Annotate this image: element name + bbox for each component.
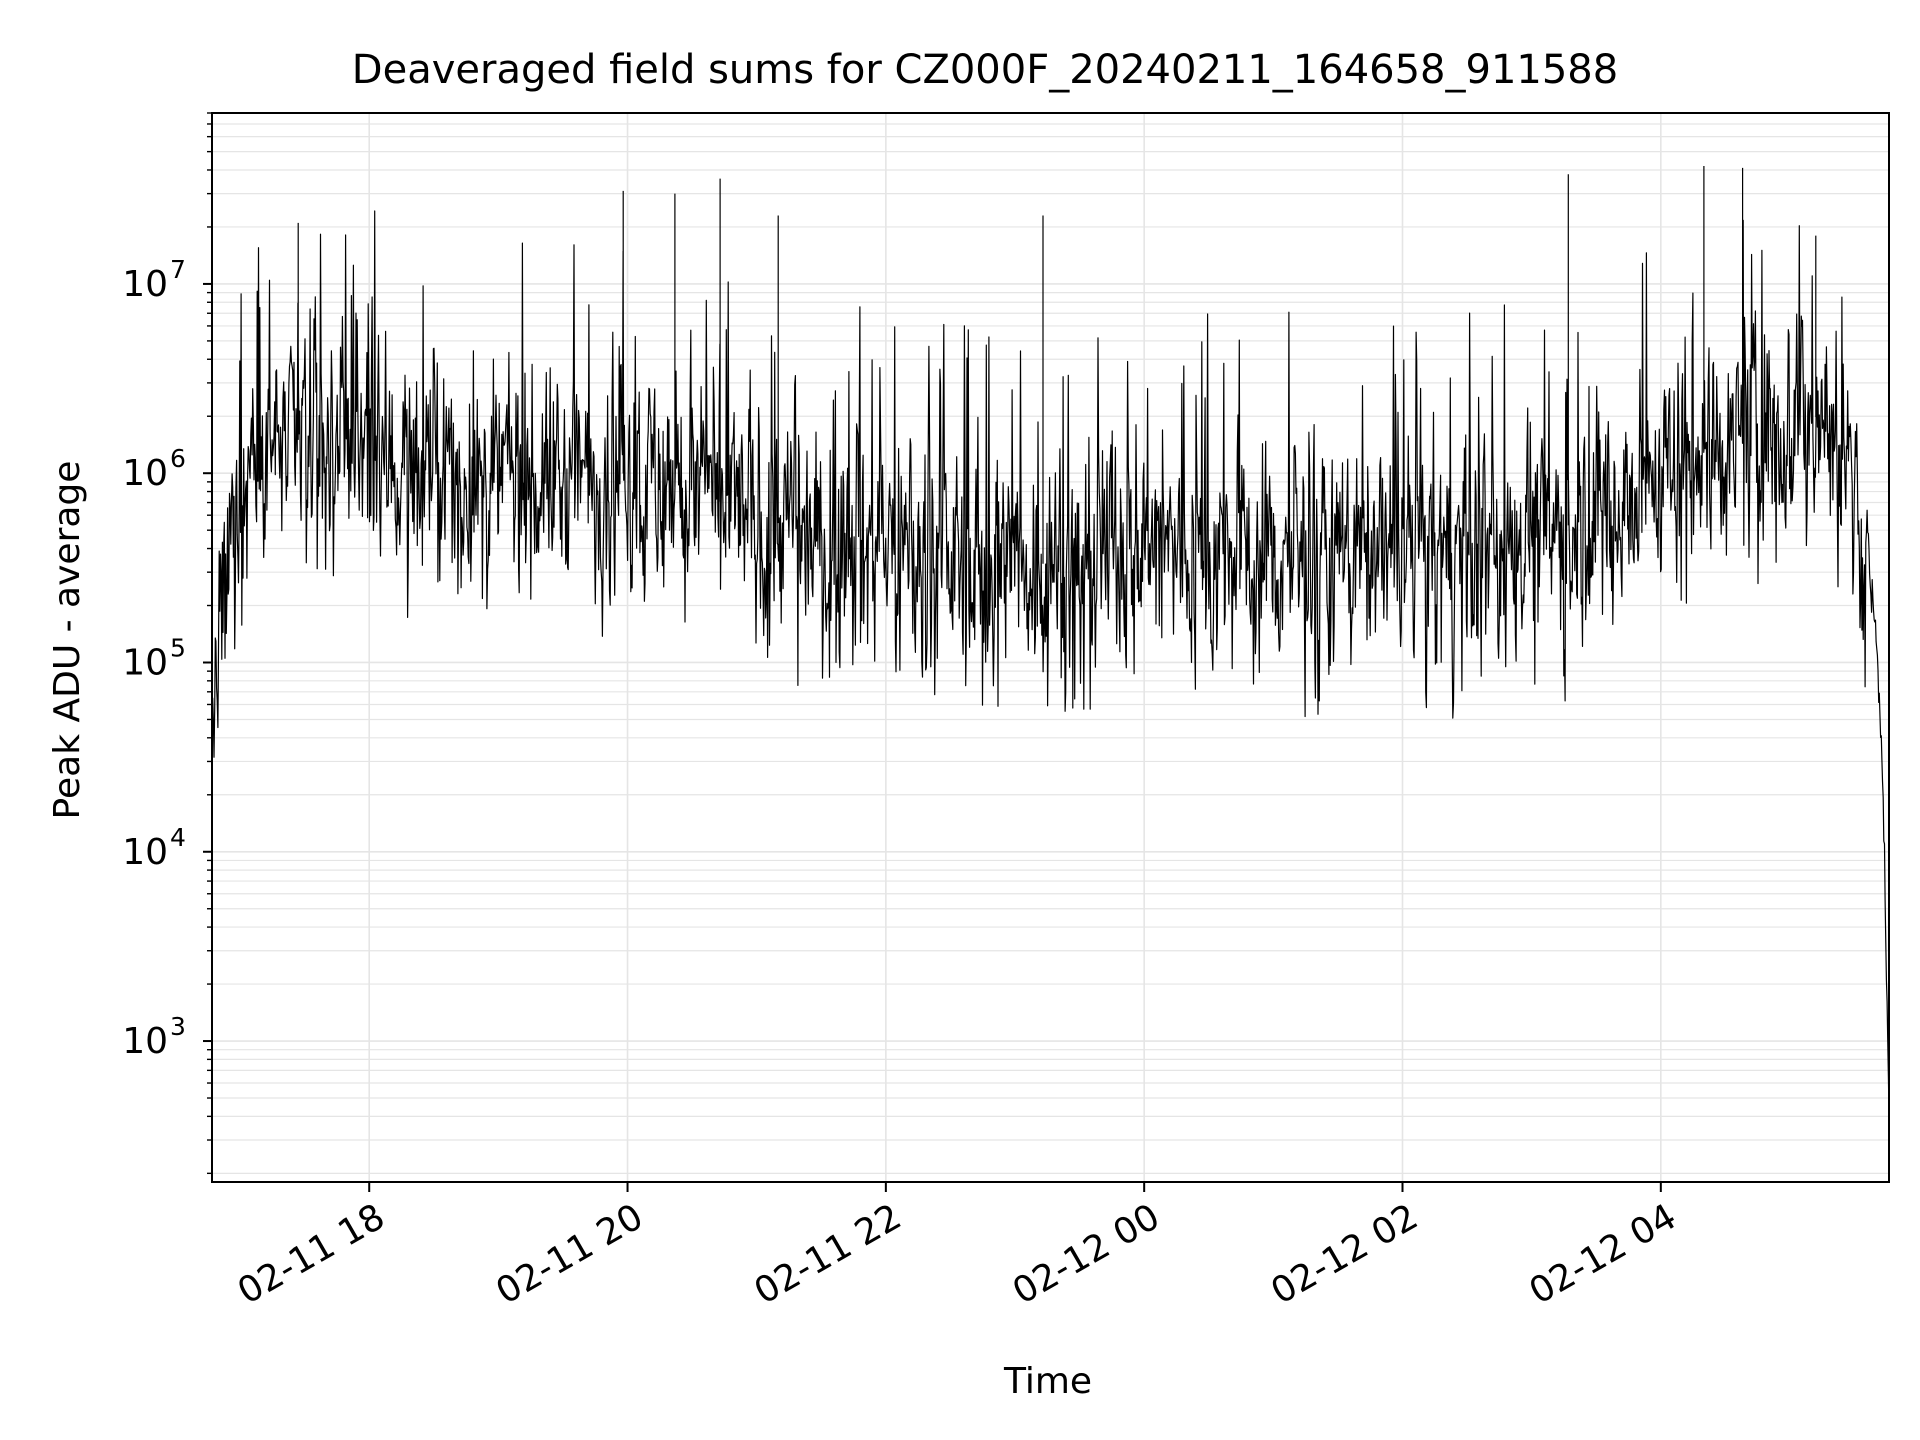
y-tick-label: 10 (122, 453, 168, 494)
y-tick-label-exponent: 3 (170, 1012, 186, 1041)
x-axis-label: Time (1003, 1361, 1092, 1402)
series-line (211, 166, 1890, 1116)
y-axis-label: Peak ADU - average (47, 461, 88, 820)
y-tick-label: 10 (122, 264, 168, 305)
data-layer (211, 166, 1890, 1116)
y-tick-label-exponent: 7 (170, 255, 186, 284)
y-tick-label: 10 (122, 642, 168, 683)
chart-title: Deaveraged field sums for CZ000F_2024021… (352, 47, 1618, 93)
y-tick-label: 10 (122, 832, 168, 873)
y-tick-label-exponent: 5 (170, 633, 186, 662)
y-tick-label-exponent: 6 (170, 444, 186, 473)
plot-frame (211, 112, 1890, 1183)
y-tick-label: 10 (122, 1021, 168, 1062)
y-tick-label-exponent: 4 (170, 823, 186, 852)
